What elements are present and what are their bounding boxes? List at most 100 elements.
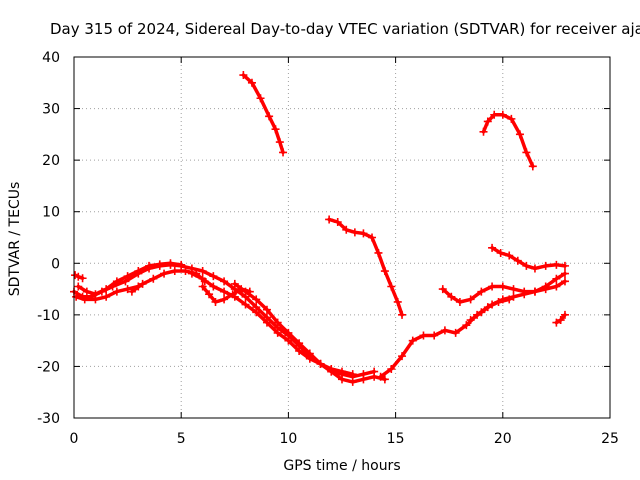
data-point: [209, 272, 218, 281]
data-point: [505, 251, 514, 260]
data-point: [380, 267, 389, 276]
data-point: [466, 316, 475, 325]
data-point: [387, 365, 396, 374]
data-series: [70, 71, 569, 386]
data-point: [552, 282, 561, 291]
data-point: [522, 261, 531, 270]
data-point: [338, 367, 346, 376]
data-point: [127, 287, 136, 296]
data-point: [368, 233, 377, 242]
data-point: [305, 349, 314, 358]
y-tick-label: -20: [37, 359, 60, 375]
series-sat-k: [479, 110, 537, 171]
data-point: [220, 287, 229, 296]
data-point: [241, 287, 250, 296]
data-point: [205, 290, 214, 299]
series-track: [468, 279, 567, 322]
x-axis-label: GPS time / hours: [283, 458, 400, 474]
data-point: [515, 130, 524, 139]
y-tick-label: 0: [51, 256, 60, 272]
data-point: [112, 287, 121, 296]
series-sat-l: [488, 243, 569, 273]
data-point: [271, 125, 280, 134]
data-point: [91, 295, 100, 304]
data-point: [284, 328, 293, 337]
series-sat-h: [71, 271, 87, 283]
x-tick-label: 15: [387, 431, 405, 447]
data-point: [393, 297, 402, 306]
x-tick-label: 10: [279, 431, 297, 447]
data-point: [359, 229, 368, 238]
data-point: [374, 248, 383, 257]
data-point: [273, 318, 282, 327]
x-tick-label: 5: [177, 431, 186, 447]
data-point: [198, 282, 207, 291]
data-point: [348, 370, 357, 379]
data-point: [123, 285, 132, 294]
y-tick-label: 30: [42, 102, 60, 118]
data-point: [455, 297, 464, 306]
data-point: [78, 274, 87, 283]
data-point: [348, 377, 357, 386]
data-point: [252, 295, 261, 304]
data-point: [123, 272, 132, 281]
data-point: [275, 138, 284, 147]
data-point: [488, 243, 497, 252]
data-point: [359, 375, 368, 384]
data-point: [138, 279, 147, 288]
data-point: [541, 285, 550, 294]
data-point: [522, 148, 531, 157]
series-sat-o: [466, 277, 569, 325]
x-tick-label: 0: [70, 431, 79, 447]
series-sat-g: [230, 279, 389, 386]
data-point: [166, 259, 175, 268]
data-point: [220, 277, 229, 286]
data-point: [520, 290, 529, 299]
data-point: [230, 279, 239, 288]
data-point: [284, 336, 293, 345]
data-point: [239, 71, 248, 80]
data-point: [490, 110, 499, 119]
y-tick-label: 20: [42, 153, 60, 169]
data-point: [228, 290, 237, 299]
data-point: [247, 78, 256, 87]
data-point: [155, 260, 164, 269]
data-point: [72, 292, 81, 301]
data-point: [187, 269, 196, 278]
data-point: [262, 305, 271, 314]
data-point: [102, 292, 111, 301]
data-point: [170, 267, 179, 276]
data-point: [556, 316, 565, 325]
data-point: [209, 282, 218, 291]
tick-labels: 0 5 10 15 20 25 -30 -20 -10 0 10 20 30 40: [37, 50, 619, 447]
data-point: [419, 331, 428, 340]
data-point: [82, 287, 91, 296]
series-sat-p: [552, 310, 569, 327]
data-point: [560, 269, 569, 278]
y-axis-label: SDTVAR / TECUs: [7, 182, 23, 297]
y-tick-label: 10: [42, 205, 60, 221]
data-point: [438, 285, 447, 294]
data-point: [325, 215, 334, 224]
data-point: [507, 114, 516, 123]
data-point: [181, 267, 190, 276]
data-point: [198, 267, 207, 276]
data-point: [80, 295, 89, 304]
data-point: [447, 292, 456, 301]
data-point: [530, 287, 539, 296]
data-point: [74, 272, 83, 281]
data-point: [279, 148, 288, 157]
data-point: [496, 248, 505, 257]
data-point: [74, 282, 83, 291]
data-point: [387, 282, 396, 291]
data-point: [488, 282, 497, 291]
data-point: [451, 328, 460, 337]
data-point: [220, 295, 229, 304]
data-point: [541, 261, 550, 270]
data-point: [498, 295, 507, 304]
plot-frame: [73, 56, 611, 419]
data-point: [509, 285, 518, 294]
data-point: [560, 261, 569, 270]
